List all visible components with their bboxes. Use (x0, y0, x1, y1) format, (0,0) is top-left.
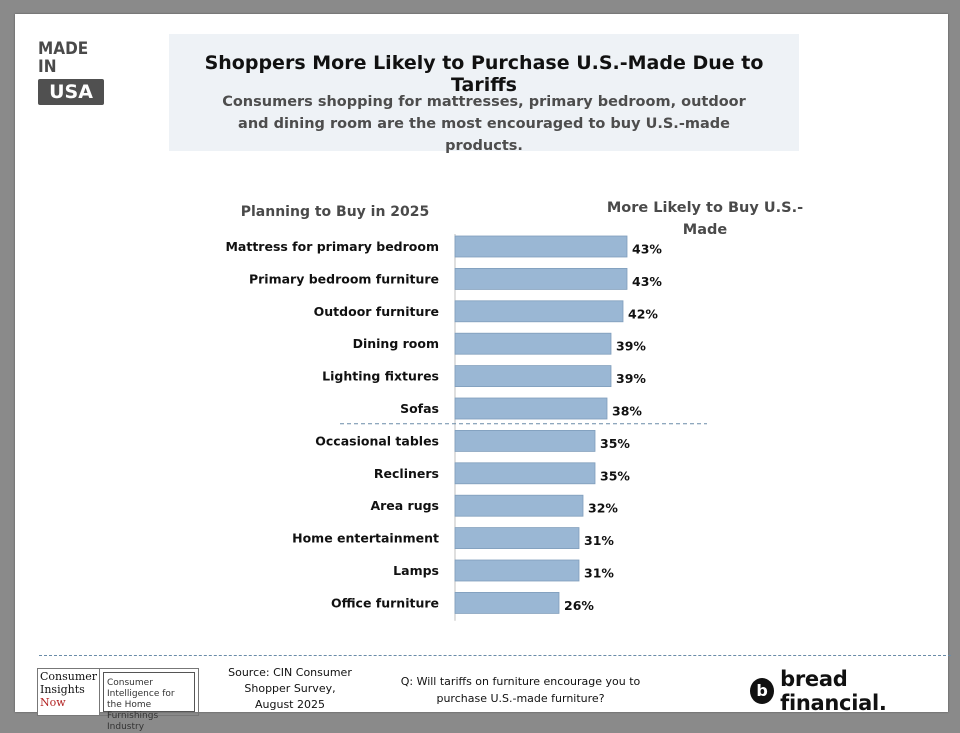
category-label: Mattress for primary bedroom (225, 239, 439, 254)
bar (454, 300, 624, 323)
bread-mark-icon: b (750, 678, 775, 704)
cin-logo: Consumer Insights Now Consumer Intellige… (37, 668, 199, 732)
category-label: Outdoor furniture (314, 304, 439, 319)
left-column-header: Planning to Buy in 2025 (240, 204, 430, 220)
data-label: 43% (632, 274, 662, 289)
category-label: Dining room (353, 336, 439, 351)
cin-line2: Insights (40, 683, 85, 696)
data-label: 39% (616, 371, 646, 386)
data-label: 43% (632, 242, 662, 257)
category-label: Office furniture (331, 595, 439, 610)
logo-line2: USA (38, 79, 104, 105)
data-label: 31% (584, 566, 614, 581)
category-label: Area rugs (370, 498, 439, 513)
survey-question: Q: Will tariffs on furniture encourage y… (400, 675, 641, 705)
bar-chart: Mattress for primary bedroom 43% Primary b… (225, 234, 707, 621)
slide: MADE IN USA Shoppers More Likely to Purc… (15, 14, 951, 732)
footer-divider (39, 655, 951, 656)
bar (454, 462, 596, 485)
data-label: 35% (600, 436, 630, 451)
logo-line1: MADE IN (38, 39, 89, 77)
category-label: Occasional tables (315, 433, 439, 448)
bar (454, 267, 628, 290)
data-label: 31% (584, 533, 614, 548)
bar (454, 397, 608, 420)
bar (454, 235, 628, 258)
source-note: Source: CIN Consumer Shopper Survey, Aug… (228, 666, 352, 711)
bar (454, 494, 584, 517)
bar (454, 527, 580, 549)
chart-title: Shoppers More Likely to Purchase U.S.-Ma… (204, 52, 764, 96)
bread-wordmark: bread financial. (780, 667, 887, 715)
bread-financial-logo: b bread financial. (750, 667, 948, 715)
category-label: Home entertainment (292, 531, 439, 546)
bar (454, 429, 596, 452)
made-in-usa-logo: MADE IN USA (38, 40, 106, 105)
bar (454, 559, 580, 582)
header-box: Shoppers More Likely to Purchase U.S.-Ma… (169, 34, 799, 154)
data-label: 32% (588, 501, 618, 516)
data-label: 26% (564, 598, 594, 613)
cin-line1: Consumer (40, 670, 98, 683)
bar (454, 332, 612, 355)
cin-tagline: Consumer Intelligence for the Home Furni… (103, 672, 195, 732)
cin-logo-wordmark: Consumer Insights Now (38, 669, 100, 715)
bar (454, 592, 560, 614)
category-label: Primary bedroom furniture (249, 271, 439, 286)
category-label: Lighting fixtures (322, 369, 439, 384)
category-label: Sofas (400, 401, 439, 416)
bar (454, 365, 612, 388)
data-label: 35% (600, 468, 630, 483)
data-label: 39% (616, 339, 646, 354)
category-label: Recliners (374, 466, 439, 481)
category-label: Lamps (393, 563, 439, 578)
right-column-header: More Likely to Buy U.S.-Made (606, 200, 804, 238)
cin-line3: Now (40, 696, 66, 709)
chart-subtitle: Consumers shopping for mattresses, prima… (222, 94, 746, 154)
data-label: 42% (628, 306, 658, 321)
data-label: 38% (612, 404, 642, 419)
